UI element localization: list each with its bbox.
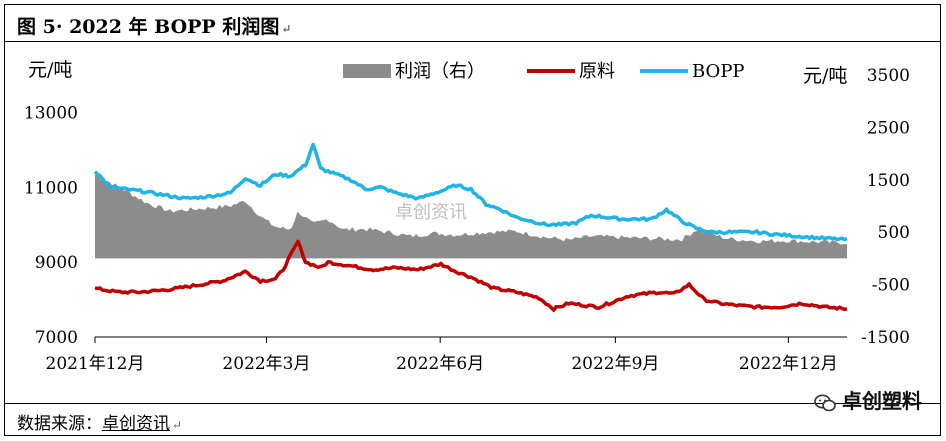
legend-label: BOPP (692, 61, 745, 82)
figure-title: 图 5· 2022 年 BOPP 利润图 ↵ (17, 16, 292, 38)
x-tick-label: 2022年3月 (222, 354, 310, 374)
y-left-tick-label: 7000 (35, 328, 78, 348)
data-source: 数据来源：卓创资讯 ↵ (17, 414, 183, 434)
y-left-tick-label: 9000 (35, 253, 78, 273)
legend-swatch-profit (343, 64, 391, 78)
x-tick-label: 2022年9月 (571, 354, 659, 374)
legend-label: 利润（右） (395, 61, 485, 82)
y-right-tick-label: 3500 (867, 66, 910, 86)
figure-frame (4, 4, 941, 436)
series-area-profit (95, 174, 847, 259)
axis-labels: 2021年12月 2022年3月 2022年6月 2022年9月 2022年12月 130… (24, 59, 910, 374)
y-left-tick-label: 13000 (24, 103, 78, 123)
y-right-unit: 元/吨 (803, 65, 847, 87)
watermark: 卓创资讯 (395, 202, 467, 223)
x-tick-label: 2021年12月 (46, 354, 145, 374)
series-line-raw-material (94, 239, 848, 312)
y-right-tick-label: -500 (872, 276, 910, 296)
source-row: 数据来源：卓创资讯 ↵ (5, 403, 940, 436)
series-line-bopp (93, 142, 848, 242)
x-tick-label: 2022年6月 (396, 354, 484, 374)
line-layer (93, 142, 848, 312)
wechat-badge: 卓创塑料 (814, 385, 922, 414)
wechat-icon (814, 394, 836, 411)
y-right-tick-label: 500 (878, 223, 910, 243)
wechat-account-name: 卓创塑料 (842, 389, 922, 413)
x-tick-label: 2022年12月 (739, 354, 838, 374)
chart-axes (94, 336, 847, 343)
source-label: 数据来源： (17, 414, 102, 434)
legend-label: 原料 (579, 61, 615, 82)
source-link[interactable]: 卓创资讯 (102, 414, 170, 434)
y-right-tick-label: 1500 (867, 171, 910, 191)
title-row: 图 5· 2022 年 BOPP 利润图 ↵ (5, 5, 940, 42)
y-left-tick-label: 11000 (24, 178, 78, 198)
profit-area-layer (95, 174, 847, 259)
chart-legend: 利润（右） 原料 BOPP (343, 61, 745, 82)
y-right-tick-label: 2500 (867, 118, 910, 138)
y-left-unit: 元/吨 (28, 59, 72, 81)
y-right-tick-label: -1500 (861, 328, 910, 348)
